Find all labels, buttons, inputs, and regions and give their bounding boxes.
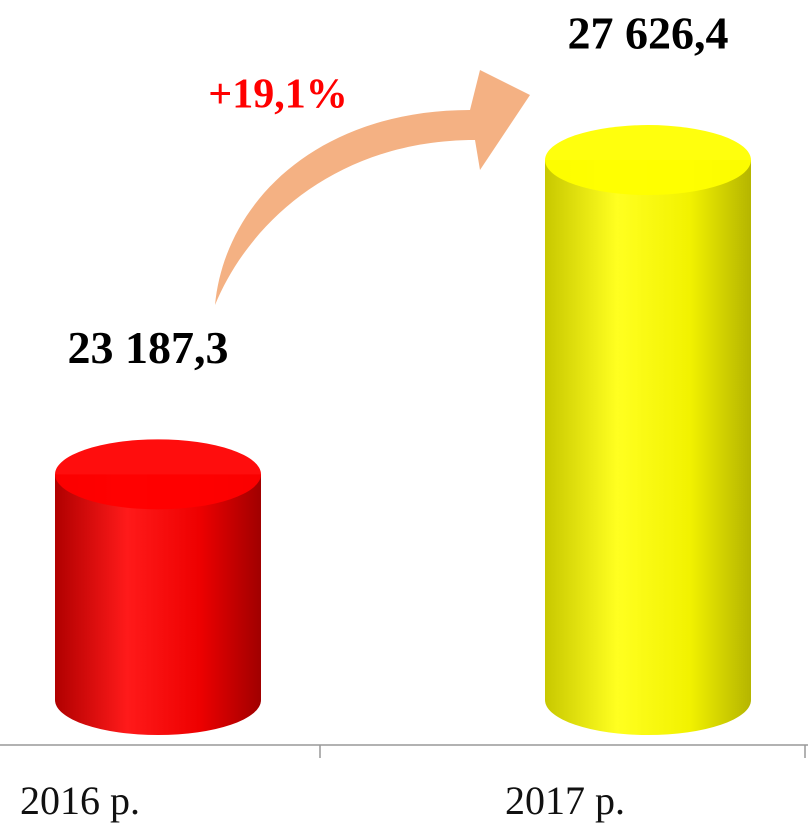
- cylinder-top: [55, 439, 261, 510]
- x-tick-label: 2016 р.: [20, 778, 140, 823]
- x-tick-label: 2017 р.: [505, 778, 625, 823]
- growth-arrow: [215, 70, 530, 305]
- cylinder-body: [545, 160, 751, 735]
- value-label: 23 187,3: [68, 322, 229, 373]
- value-label: 27 626,4: [568, 8, 729, 59]
- cylinder: [55, 439, 261, 735]
- annotation: +19,1%: [208, 72, 347, 118]
- cylinder: [545, 125, 751, 735]
- cylinder-body: [55, 474, 261, 735]
- cylinder-top: [545, 125, 751, 196]
